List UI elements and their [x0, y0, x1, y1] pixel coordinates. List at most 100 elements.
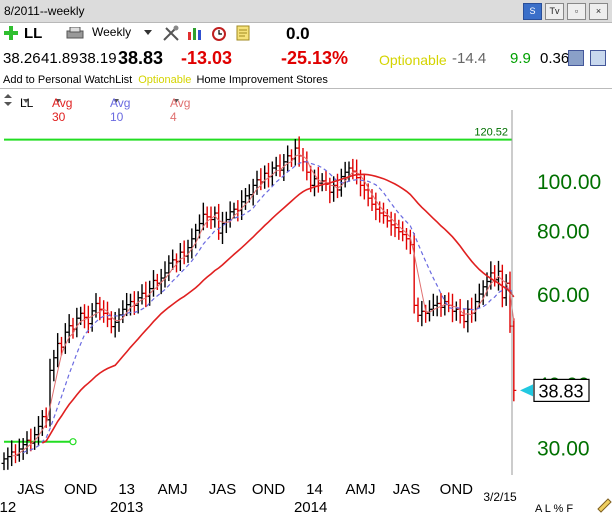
bar-chart-icon[interactable] — [186, 24, 204, 42]
price-bar — [419, 300, 425, 327]
price-bar — [377, 201, 383, 223]
alarm-clock-icon[interactable] — [210, 24, 228, 42]
quote-change: -13.03 — [181, 48, 233, 68]
period-select[interactable]: Weekly — [92, 25, 152, 41]
quote-metric-m: -14.4 — [452, 50, 487, 67]
price-bar — [66, 314, 72, 344]
price-bar — [227, 201, 233, 228]
line-value-label: 120.52 — [474, 127, 508, 139]
divider — [0, 88, 612, 89]
print-icon[interactable] — [66, 27, 84, 39]
price-bar — [28, 428, 34, 452]
price-bars — [1, 136, 517, 471]
avg30-line — [41, 173, 515, 444]
tv-button[interactable]: Tv — [545, 3, 564, 20]
price-bar — [85, 305, 91, 334]
pencil-icon — [597, 498, 612, 513]
price-bar — [193, 223, 199, 249]
price-bar — [216, 203, 222, 240]
close-button[interactable]: × — [589, 3, 608, 20]
legend-avg4[interactable]: Avg 4 — [170, 93, 190, 124]
price-bar — [59, 336, 64, 356]
tools-icon[interactable] — [162, 24, 180, 42]
price-bar — [13, 444, 18, 464]
title-buttons: S Tv ▫ × — [523, 3, 608, 20]
last-price-marker: 38.83 — [520, 378, 590, 403]
x-tick-label: OND — [252, 481, 286, 498]
chevron-down-icon — [144, 30, 152, 35]
price-bar — [162, 261, 168, 288]
legend-avg10-text: Avg 10 — [110, 96, 131, 124]
price-bar — [392, 213, 398, 238]
price-bar — [101, 300, 107, 323]
chevron-down-icon — [113, 98, 119, 103]
last-price-box — [533, 378, 590, 403]
price-bar — [465, 300, 471, 333]
last-price-arrow — [520, 384, 533, 397]
price-bar — [453, 301, 459, 321]
price-bar — [277, 154, 283, 177]
price-bar — [461, 308, 467, 329]
note-icon[interactable] — [234, 24, 252, 42]
y-tick-label: 60.00 — [537, 284, 590, 307]
updown-arrow-icon[interactable] — [4, 94, 12, 106]
optionable-label: Optionable — [138, 74, 192, 86]
sub-info-line: Add to Personal WatchList Optionable Home … — [3, 74, 328, 86]
quote-line: 38.26 41.89 38.19 38.83 -13.03 -25.13% O… — [0, 48, 612, 72]
window-icon[interactable] — [590, 50, 606, 66]
price-bar — [292, 138, 298, 166]
x-year-label: 2013 — [110, 499, 143, 516]
x-tick-label: JAS — [393, 481, 421, 498]
x-tick-label: JAS — [209, 481, 237, 498]
legend-symbol[interactable]: LL — [20, 93, 39, 110]
quote-high: 41.89 — [41, 50, 79, 67]
legend-avg10[interactable]: Avg 10 — [110, 93, 130, 124]
add-symbol-icon[interactable] — [3, 25, 19, 41]
legend-avg4-text: Avg 4 — [170, 96, 191, 124]
line-end-marker — [69, 438, 77, 446]
x-tick-label: AMJ — [158, 481, 188, 498]
horizontal-lines: 120.52 — [4, 127, 512, 446]
industry-label: Home Improvement Stores — [196, 74, 328, 86]
s-menu-button[interactable]: S — [523, 3, 542, 20]
price-bar — [1, 452, 7, 471]
y-tick-label: 100.00 — [537, 171, 601, 194]
toolbar-icons — [162, 24, 252, 42]
price-bar — [396, 219, 402, 240]
price-bar — [300, 148, 306, 172]
price-bar — [5, 447, 11, 470]
moving-averages — [11, 154, 515, 457]
legend-avg30[interactable]: Avg 30 — [52, 93, 72, 124]
price-bar — [446, 292, 452, 313]
price-bar — [262, 165, 268, 189]
price-bar — [415, 297, 421, 323]
chevron-down-icon — [23, 98, 29, 103]
database-icon[interactable] — [568, 50, 584, 66]
symbol-label[interactable]: LL — [24, 25, 43, 42]
price-bar — [304, 151, 310, 181]
legend-symbol-text: LL — [20, 96, 34, 110]
price-bar — [384, 209, 390, 228]
window-title: 8/2011--weekly — [4, 4, 85, 18]
price-bar — [74, 307, 80, 338]
price-bar — [457, 298, 463, 324]
x-year-label: 12 — [0, 499, 16, 516]
restore-button[interactable]: ▫ — [567, 3, 586, 20]
period-value: Weekly — [92, 25, 132, 39]
price-bar — [151, 270, 156, 297]
price-bar — [407, 229, 413, 255]
quote-metric-v: 0.36 — [540, 50, 570, 67]
price-bar — [166, 255, 172, 282]
add-to-watchlist-link[interactable]: Add to Personal WatchList — [3, 74, 133, 86]
price-bar — [388, 211, 394, 236]
y-tick-label: 80.00 — [537, 220, 590, 243]
price-bar — [189, 228, 195, 259]
optionable-badge: Optionable — [379, 52, 447, 68]
x-tick-label: JAS — [17, 481, 45, 498]
footer-label: A L % F — [535, 503, 573, 515]
indicator-legend: LL Avg 30 Avg 10 Avg 4 — [0, 90, 612, 124]
x-tick-label: AMJ — [346, 481, 376, 498]
price-bar — [181, 240, 187, 265]
price-bar — [139, 284, 145, 305]
